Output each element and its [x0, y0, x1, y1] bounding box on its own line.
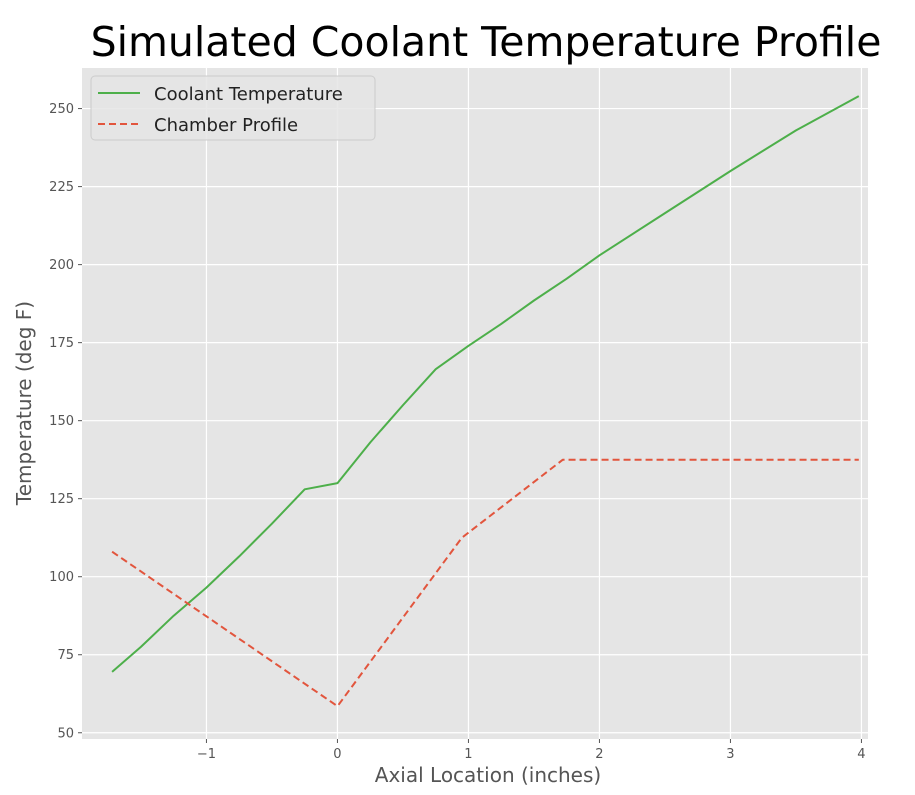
x-axis-label: Axial Location (inches)	[375, 763, 601, 787]
plot-area	[82, 68, 868, 739]
legend: Coolant Temperature Chamber Profile	[90, 75, 376, 141]
legend-label-chamber-profile: Chamber Profile	[154, 115, 298, 136]
y-tick-label: 75	[57, 648, 74, 663]
y-axis-label: Temperature (deg F)	[12, 301, 36, 506]
y-tick-label: 250	[49, 102, 74, 117]
y-tick-label: 125	[49, 492, 74, 507]
y-tick-label: 175	[49, 336, 74, 351]
x-tick-label: 4	[857, 747, 865, 762]
tick-labels: −1 0 1 2 3 4 50 75 100 125 150 175 200 225 250	[49, 102, 865, 762]
x-tick-label: 3	[726, 747, 734, 762]
y-tick-label: 200	[49, 258, 74, 273]
x-tick-label: 2	[595, 747, 603, 762]
legend-label-coolant-temperature: Coolant Temperature	[154, 84, 343, 105]
legend-box	[90, 75, 376, 141]
y-tick-label: 50	[57, 726, 74, 741]
series-group	[111, 95, 860, 708]
x-tick-label: 1	[464, 747, 472, 762]
chart-title: Simulated Coolant Temperature Profile	[91, 18, 882, 66]
y-tick-label: 150	[49, 414, 74, 429]
series-line-chamber-profile	[111, 458, 859, 708]
y-tick-label: 225	[49, 180, 74, 195]
grid	[82, 68, 868, 739]
y-tick-label: 100	[49, 570, 74, 585]
x-tick-label: −1	[197, 747, 216, 762]
x-tick-label: 0	[333, 747, 341, 762]
series-line-coolant-temperature	[111, 95, 860, 673]
